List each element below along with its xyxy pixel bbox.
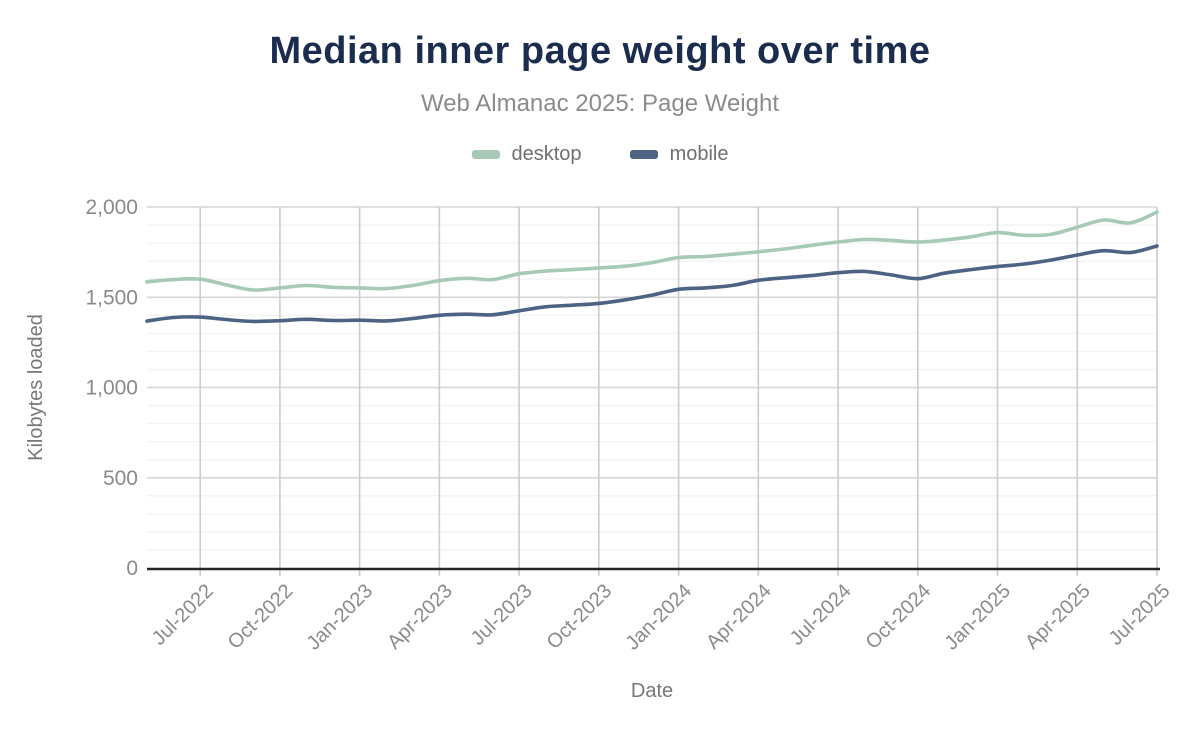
x-tick-label: Oct-2024 [862,580,936,654]
y-tick-label: 1,500 [85,286,138,309]
legend-item-mobile[interactable]: mobile [629,143,729,166]
x-tick-label: Jul-2024 [786,580,856,650]
y-tick-label: 1,000 [85,377,138,400]
legend-label-desktop: desktop [511,143,582,165]
y-tick-label: 2,000 [85,196,138,219]
x-tick-label: Apr-2024 [702,580,776,654]
x-tick-label: Jul-2025 [1105,580,1175,650]
chart-subtitle: Web Almanac 2025: Page Weight [420,90,779,117]
desktop-swatch-icon [471,150,500,159]
x-tick-label: Jul-2022 [148,580,218,650]
x-tick-label: Jan-2023 [303,580,378,655]
x-axis-title: Date [631,680,673,702]
x-tick-label: Jan-2025 [941,580,1016,655]
x-tick-label: Apr-2025 [1021,580,1095,654]
legend-item-desktop[interactable]: desktop [471,143,582,166]
x-tick-label: Apr-2023 [383,580,457,654]
desktop-line [145,210,1159,292]
mobile-swatch-icon [629,150,658,159]
x-tick-label: Jul-2023 [467,580,537,650]
y-tick-label: 0 [126,557,138,580]
x-tick-label: Jan-2024 [622,580,697,655]
mobile-line [145,244,1159,324]
chart-title: Median inner page weight over time [269,30,931,72]
x-tick-label: Oct-2022 [224,580,298,654]
y-axis-title: Kilobytes loaded [25,314,47,461]
x-tick-label: Oct-2023 [543,580,617,654]
legend: desktop mobile [0,143,1200,166]
legend-label-mobile: mobile [669,143,729,165]
y-tick-label: 500 [103,467,138,490]
